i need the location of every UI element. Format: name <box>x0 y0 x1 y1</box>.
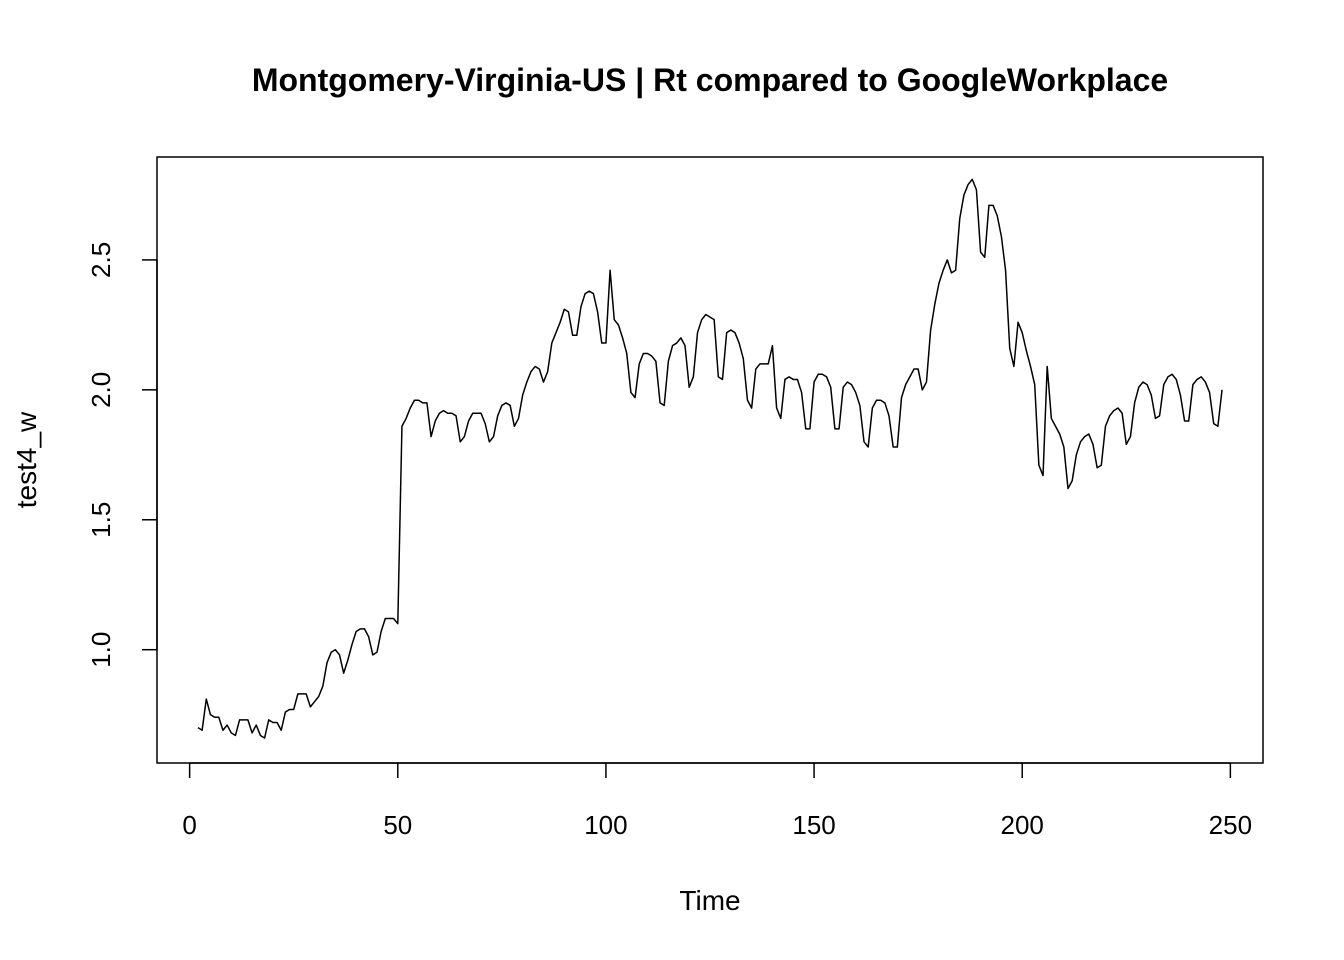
x-axis-label: Time <box>679 885 740 916</box>
data-line <box>197 178 1223 739</box>
plot-box <box>156 156 1264 764</box>
y-tick-label: 2.0 <box>86 372 116 408</box>
y-tick-label: 2.5 <box>86 242 116 278</box>
x-tick-label: 200 <box>1001 810 1044 840</box>
x-tick-label: 250 <box>1209 810 1252 840</box>
y-tick-label: 1.0 <box>86 632 116 668</box>
chart-title: Montgomery-Virginia-US | Rt compared to … <box>252 62 1168 98</box>
x-tick-label: 50 <box>383 810 412 840</box>
x-tick-label: 100 <box>584 810 627 840</box>
x-tick-label: 0 <box>182 810 196 840</box>
y-axis-label: test4_w <box>11 411 42 508</box>
x-tick-label: 150 <box>792 810 835 840</box>
y-tick-label: 1.5 <box>86 502 116 538</box>
